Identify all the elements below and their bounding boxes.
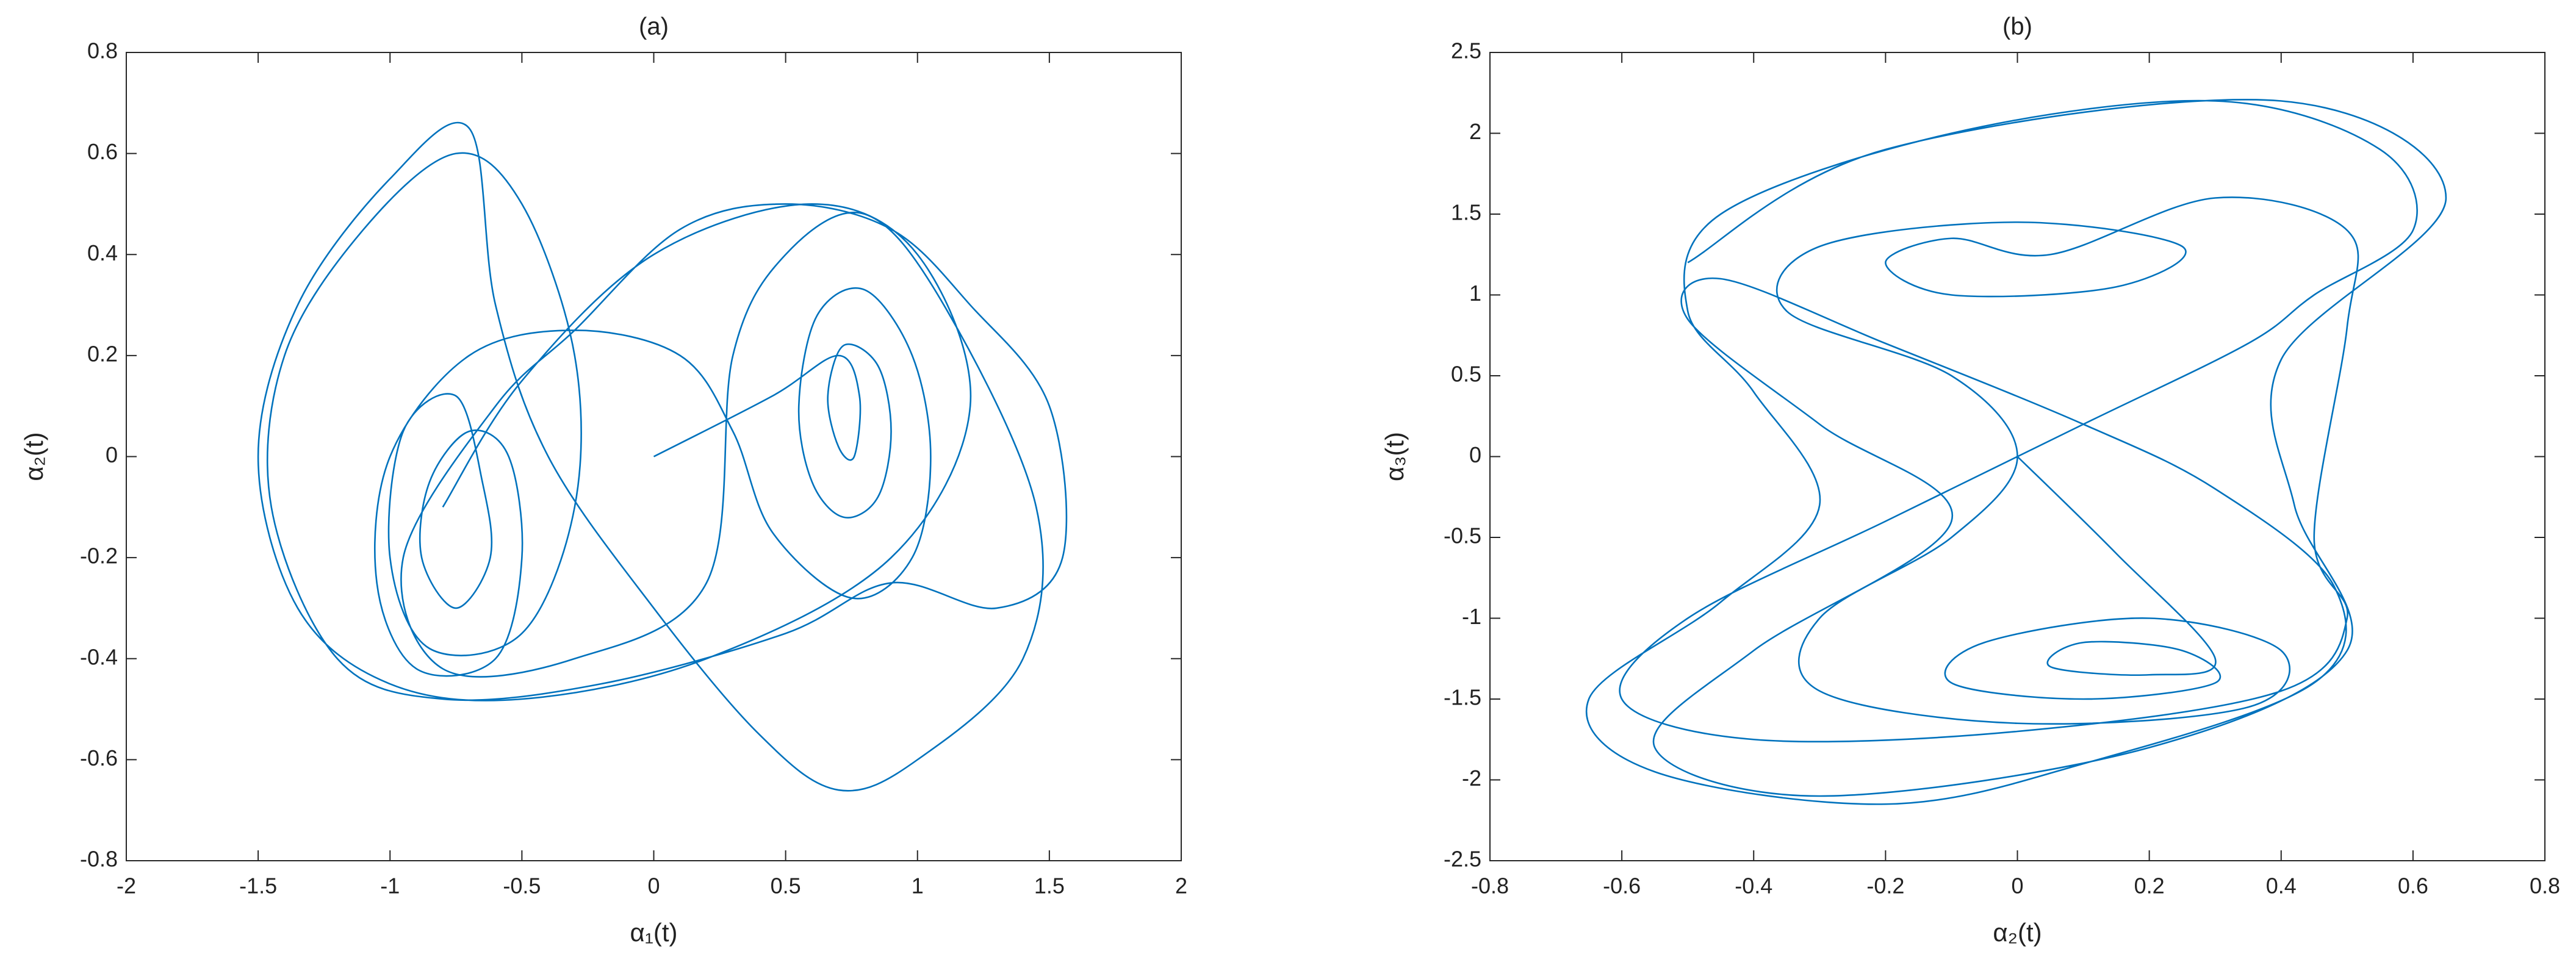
y-tick-label: 0.4 — [87, 240, 118, 265]
x-tick-label: 1.5 — [1034, 874, 1065, 899]
y-tick-label: 2.5 — [1451, 38, 1481, 63]
x-tick-label: -0.2 — [1866, 874, 1904, 899]
y-tick-label: -0.4 — [80, 644, 118, 669]
x-tick-label: -0.5 — [503, 874, 541, 899]
y-tick-label: -1 — [1462, 604, 1481, 629]
x-tick-label: 0.8 — [2530, 874, 2560, 899]
plot: -2 -1.5 -1 -0.5 0 0.5 1 1.5 2 -0.8 -0.6 -0.4 -0.2 0 0.… — [20, 13, 1187, 947]
x-tick-label: 0 — [647, 874, 660, 899]
y-tick-label: 0 — [1469, 442, 1481, 467]
y-tick-label: 0.6 — [87, 139, 118, 164]
x-tick-label: -1.5 — [239, 874, 277, 899]
y-tick-label: -0.8 — [80, 847, 118, 872]
y-axis-label: α₂(t) — [20, 432, 48, 481]
x-tick-label: -0.6 — [1603, 874, 1641, 899]
y-tick-label: 0.5 — [1451, 362, 1481, 387]
x-tick-label: 2 — [1175, 874, 1187, 899]
x-tick-label: 0 — [2011, 874, 2023, 899]
chart-title: (a) — [639, 13, 669, 40]
x-tick-label: -2 — [117, 874, 136, 899]
x-axis-label: α₁(t) — [630, 918, 677, 947]
y-tick-label: 0.8 — [87, 38, 118, 63]
x-axis-label: α₂(t) — [1993, 918, 2042, 947]
x-tick-label: -0.4 — [1735, 874, 1772, 899]
y-tick-label: 0 — [106, 442, 118, 467]
plot: -0.8 -0.6 -0.4 -0.2 0 0.2 0.4 0.6 0.8 -2.5 -2 -1.5 -… — [1380, 13, 2560, 947]
y-tick-label: -2 — [1462, 766, 1481, 791]
y-tick-label: -1.5 — [1444, 685, 1481, 710]
x-tick-label: 0.5 — [771, 874, 801, 899]
x-tick-label: 0.2 — [2134, 874, 2165, 899]
x-tick-label: 0.4 — [2266, 874, 2297, 899]
y-tick-label: 1 — [1469, 281, 1481, 306]
trajectory — [257, 121, 1068, 792]
x-tick-label: -0.8 — [1471, 874, 1509, 899]
y-tick-label: -0.5 — [1444, 523, 1481, 548]
trajectory — [1585, 98, 2447, 805]
chart-title: (b) — [2002, 13, 2032, 40]
y-tick-label: 2 — [1469, 119, 1481, 144]
y-axis-label: α₃(t) — [1380, 432, 1409, 481]
x-tick-label: 0.6 — [2398, 874, 2428, 899]
x-tick-label: -1 — [380, 874, 400, 899]
y-tick-label: -0.2 — [80, 544, 118, 569]
y-tick-label: -2.5 — [1444, 847, 1481, 872]
y-tick-label: -0.6 — [80, 745, 118, 770]
x-tick-label: 1 — [912, 874, 924, 899]
y-tick-label: 0.2 — [87, 341, 118, 366]
y-tick-label: 1.5 — [1451, 200, 1481, 225]
